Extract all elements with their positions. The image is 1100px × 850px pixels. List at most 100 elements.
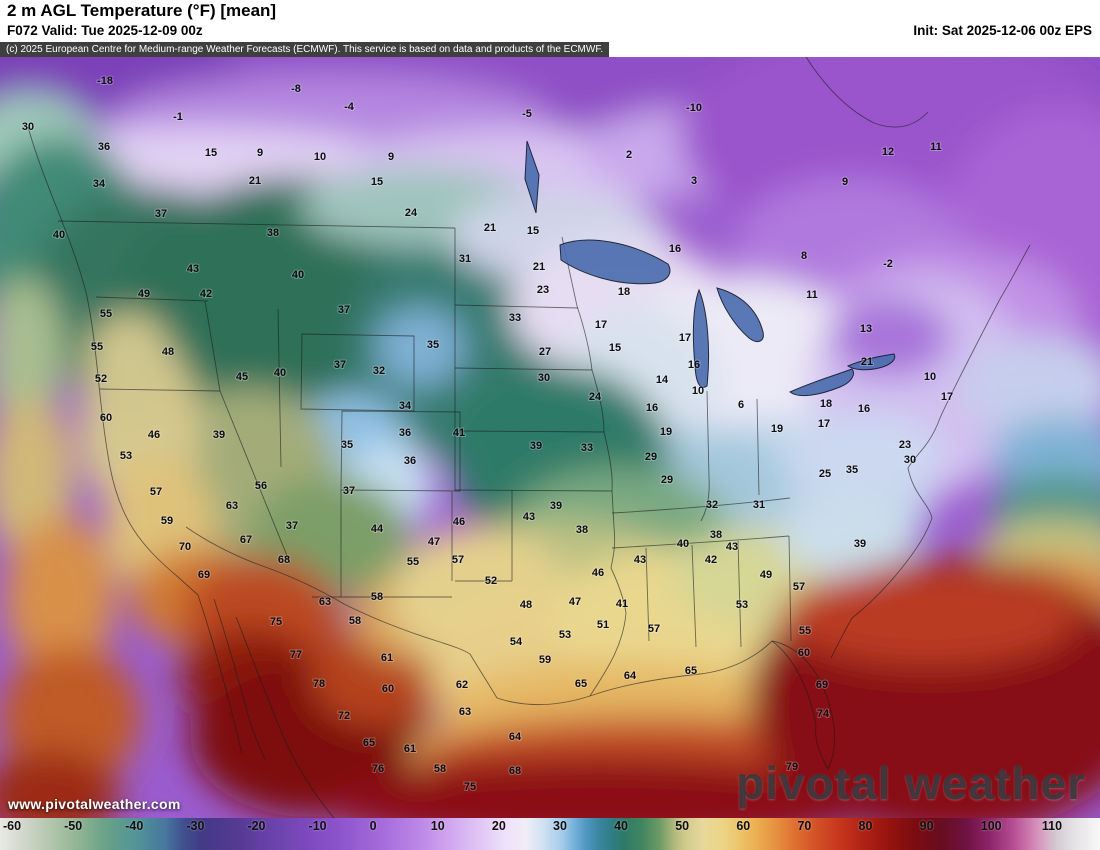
- colorbar-tick-label: 70: [797, 819, 812, 833]
- station-temp: -10: [686, 102, 702, 114]
- state-border-mo-west: [591, 369, 613, 492]
- station-temp: 57: [793, 581, 805, 593]
- station-temp: 47: [569, 596, 581, 608]
- station-temp: 58: [371, 591, 383, 603]
- station-temp: 31: [459, 253, 471, 265]
- lake-huron: [716, 287, 764, 343]
- station-temp: 52: [95, 373, 107, 385]
- field-blob: [780, 567, 1080, 667]
- station-temp: 38: [267, 227, 279, 239]
- temperature-field: [0, 57, 1100, 818]
- station-temp: 25: [819, 468, 831, 480]
- station-temp: 55: [100, 308, 112, 320]
- state-border-co: [340, 410, 461, 492]
- hudson-bay-shore: [805, 57, 929, 128]
- field-blob: [0, 752, 120, 818]
- page-title: 2 m AGL Temperature (°F) [mean]: [7, 1, 277, 20]
- station-temp: 39: [530, 440, 542, 452]
- colorbar-tick-label: 30: [553, 819, 567, 833]
- station-temp: 57: [648, 623, 660, 635]
- station-temp: 27: [539, 346, 551, 358]
- station-temp: 37: [286, 520, 298, 532]
- temperature-colorbar: -60 -50 -40 -30 -20 -10 0 10 20 30 40 50 60 70 80 90 100…: [0, 818, 1100, 850]
- station-temp: 52: [485, 575, 497, 587]
- station-temp: 43: [523, 511, 535, 523]
- station-temp: 36: [98, 141, 110, 153]
- station-temp: 24: [405, 207, 418, 219]
- colorbar-tick-label: -20: [247, 819, 266, 833]
- station-temp: 57: [150, 486, 162, 498]
- station-temp: 64: [624, 670, 637, 682]
- station-temp: 79: [786, 761, 798, 773]
- station-temp: 55: [407, 556, 419, 568]
- watermark-url: www.pivotalweather.com: [8, 796, 181, 812]
- state-border-or-ca: [99, 388, 221, 392]
- station-temp: 54: [510, 636, 523, 648]
- station-temp: 30: [538, 372, 550, 384]
- station-temp: 37: [343, 485, 355, 497]
- state-border-tx-east: [589, 490, 627, 697]
- station-temp: 64: [509, 731, 522, 743]
- station-temp: 40: [53, 229, 65, 241]
- field-blob: [830, 297, 950, 377]
- station-temp: 75: [270, 616, 282, 628]
- station-temp: 44: [371, 523, 384, 535]
- colorbar-tick-label: 0: [369, 819, 377, 833]
- station-temp: 12: [882, 146, 894, 158]
- gulf-california-coastline: [213, 598, 266, 760]
- state-border-wy: [300, 333, 415, 412]
- station-temp: 63: [226, 500, 238, 512]
- state-border-ms-al: [645, 547, 650, 642]
- pacific-coastline: [27, 126, 199, 596]
- geo-borders: [27, 57, 1031, 818]
- station-temp: 9: [388, 151, 394, 163]
- field-blob: [5, 517, 115, 677]
- station-temp: 65: [575, 678, 587, 690]
- station-temp: 67: [240, 534, 252, 546]
- station-temp: 51: [597, 619, 609, 631]
- field-blob: [0, 397, 75, 557]
- state-border-ca-nv: [219, 390, 291, 564]
- colorbar-tick-label: 60: [736, 819, 751, 833]
- state-border-wa-or: [95, 296, 209, 302]
- pivotal-weather-logo: pivotal weather: [736, 757, 1086, 809]
- station-temp: 41: [616, 598, 628, 610]
- station-temp: 59: [539, 654, 551, 666]
- station-temp: 19: [771, 423, 783, 435]
- station-temp: 37: [334, 359, 346, 371]
- station-temp: 42: [705, 554, 717, 566]
- state-border-nm: [312, 490, 453, 598]
- station-temp: 21: [249, 175, 261, 187]
- temperature-map[interactable]: -18 -1 -8 -4 -5 -10 30 36 15 9 10 9 2 12 11 34 21 15 3 9 37 2…: [0, 57, 1100, 818]
- station-temp: 53: [120, 450, 132, 462]
- state-border-ga-fl: [788, 535, 792, 642]
- station-temp: 69: [198, 569, 210, 581]
- station-temp: 16: [858, 403, 870, 415]
- station-temp: 15: [527, 225, 539, 237]
- station-temp: 60: [100, 412, 112, 424]
- state-border-ia-west: [576, 305, 593, 371]
- state-border-tn-south: [611, 535, 790, 549]
- station-temp: 46: [453, 516, 465, 528]
- station-temp: 45: [236, 371, 248, 383]
- state-border-sd-ne: [454, 367, 593, 371]
- station-temp: -8: [291, 83, 301, 95]
- station-temp: 30: [22, 121, 34, 133]
- station-temp: 23: [899, 439, 911, 451]
- station-temp: 14: [656, 374, 669, 386]
- station-temp: 32: [373, 365, 385, 377]
- init-time-label: Init: Sat 2025-12-06 00z EPS: [913, 23, 1092, 38]
- station-temp: 57: [452, 554, 464, 566]
- great-lakes: [524, 140, 896, 397]
- state-border-ne-ks: [454, 430, 605, 433]
- station-temp: 59: [161, 515, 173, 527]
- station-temp: 43: [187, 263, 199, 275]
- station-temp: 13: [860, 323, 872, 335]
- station-temp: 9: [257, 147, 263, 159]
- state-border-tx-panhandle: [455, 490, 513, 582]
- state-border-ks-ok: [454, 489, 613, 492]
- station-temp: 62: [456, 679, 468, 691]
- station-temp: 61: [404, 743, 416, 755]
- station-temp: 42: [200, 288, 212, 300]
- colorbar-tick-label: 100: [980, 819, 1002, 833]
